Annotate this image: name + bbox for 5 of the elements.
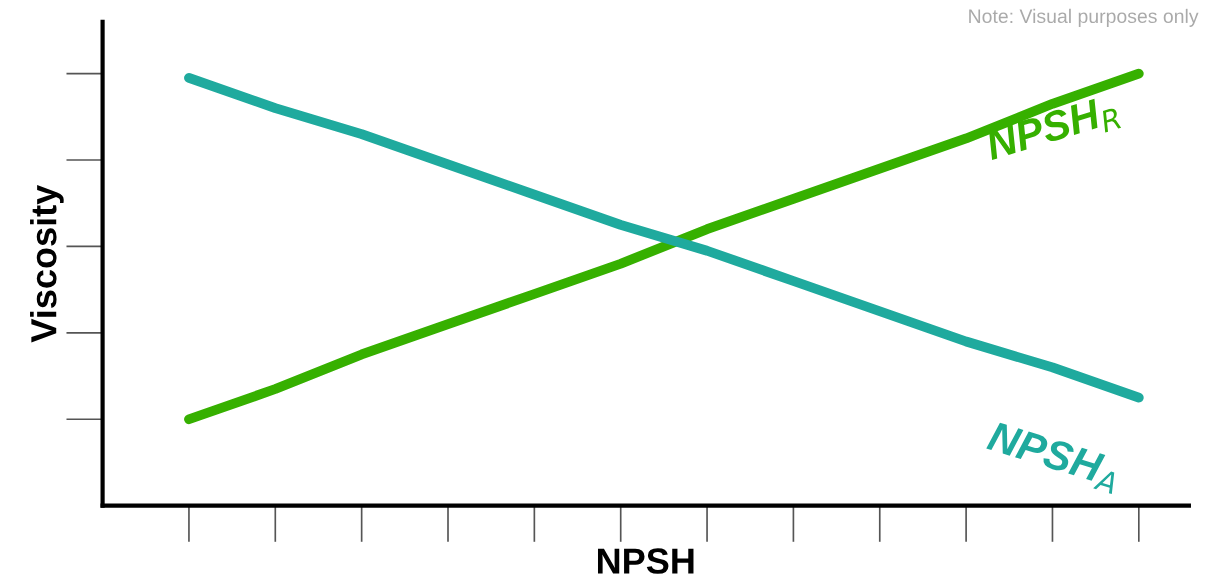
x-axis-title: NPSH xyxy=(597,548,694,574)
text: Note: Visual purposes only xyxy=(969,8,1199,27)
text: NPSH$_{R}$ xyxy=(983,93,1122,167)
text: NPSH$_{A}$ xyxy=(984,420,1123,495)
y-axis-title: Viscosity xyxy=(30,184,64,343)
